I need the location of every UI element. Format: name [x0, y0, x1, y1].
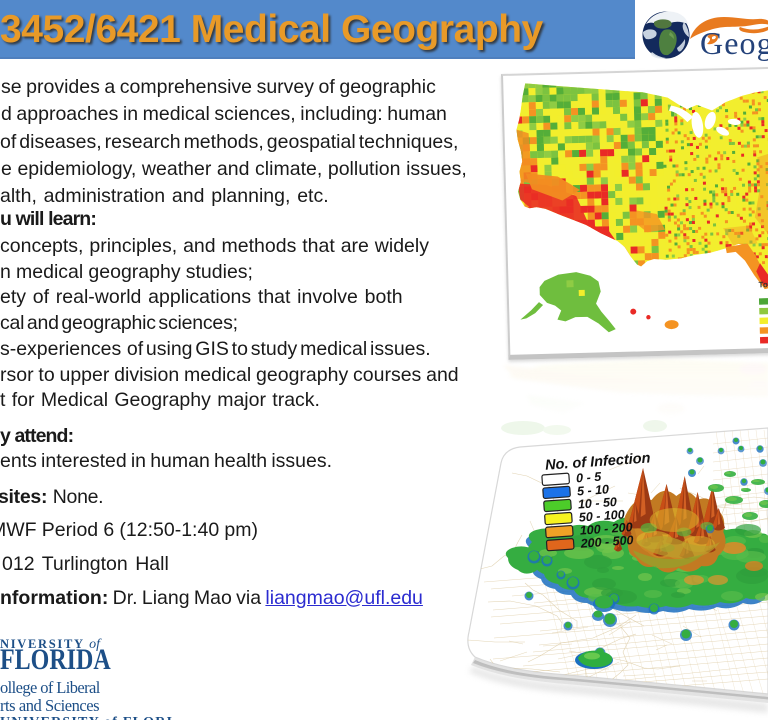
svg-text:No. of Infection: No. of Infection — [545, 450, 652, 473]
svg-text:200 - 500: 200 - 500 — [579, 533, 634, 551]
svg-text:5 - 10: 5 - 10 — [577, 482, 610, 498]
svg-text:10 - 50: 10 - 50 — [577, 495, 617, 512]
svg-text:100 - 200: 100 - 200 — [579, 520, 633, 538]
svg-text:50 - 100: 50 - 100 — [578, 507, 625, 524]
svg-text:Tota: Tota — [758, 280, 768, 289]
svg-text:0 - 5: 0 - 5 — [576, 470, 603, 486]
